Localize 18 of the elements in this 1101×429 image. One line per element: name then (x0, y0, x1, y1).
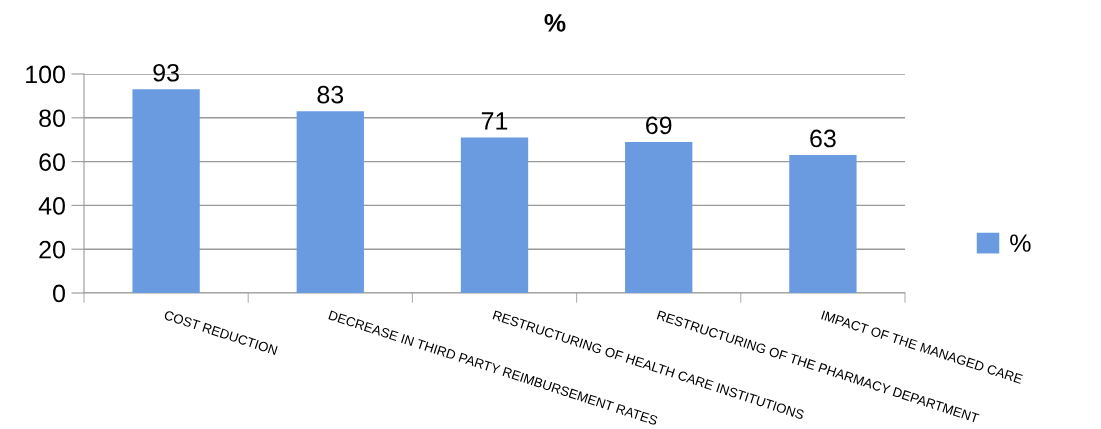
bar (460, 137, 529, 293)
bar (296, 111, 364, 293)
bar (132, 89, 200, 293)
data-label: 71 (481, 112, 508, 130)
y-tick-label: 80 (39, 109, 65, 128)
data-label: 93 (153, 63, 179, 82)
bar (789, 155, 857, 293)
chart-title: % (544, 14, 566, 32)
y-tick-label: 60 (39, 153, 65, 171)
y-tick-label: 100 (26, 65, 65, 84)
data-label: 63 (810, 129, 836, 148)
legend-label: % (1010, 234, 1031, 252)
data-label: 83 (317, 85, 344, 104)
y-tick-label: 0 (53, 284, 65, 303)
y-tick-label: 20 (39, 240, 65, 259)
data-label: 69 (646, 116, 672, 135)
y-tick-label: 40 (38, 197, 65, 215)
bar (625, 141, 693, 293)
